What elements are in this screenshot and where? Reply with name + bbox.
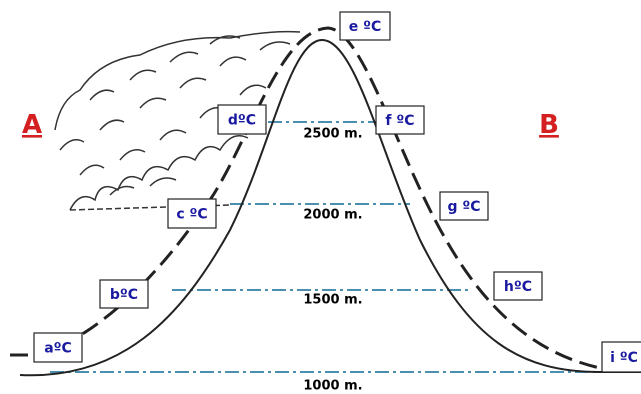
temperature-label: g ºC bbox=[447, 199, 480, 215]
temperature-label: aºC bbox=[44, 341, 72, 357]
temperature-label: c ºC bbox=[176, 207, 207, 223]
temperature-label: f ºC bbox=[385, 113, 414, 129]
altitude-label: 1000 m. bbox=[303, 379, 362, 394]
temperature-label: e ºC bbox=[349, 19, 382, 35]
side-label: B bbox=[539, 110, 559, 140]
temperature-label: hºC bbox=[504, 279, 532, 295]
temperature-label: i ºC bbox=[610, 350, 638, 366]
diagram: A BaºC bºC c ºC dºC e ºC f ºC g ºC hºC i ºC 2500 m… bbox=[0, 0, 641, 394]
side-label: A bbox=[22, 110, 42, 140]
temperature-label: dºC bbox=[228, 113, 256, 129]
altitude-label: 1500 m. bbox=[303, 293, 362, 308]
altitude-label: 2500 m. bbox=[303, 127, 362, 142]
altitude-label: 2000 m. bbox=[303, 208, 362, 223]
air-path bbox=[10, 28, 600, 368]
temperature-label: bºC bbox=[110, 287, 138, 303]
